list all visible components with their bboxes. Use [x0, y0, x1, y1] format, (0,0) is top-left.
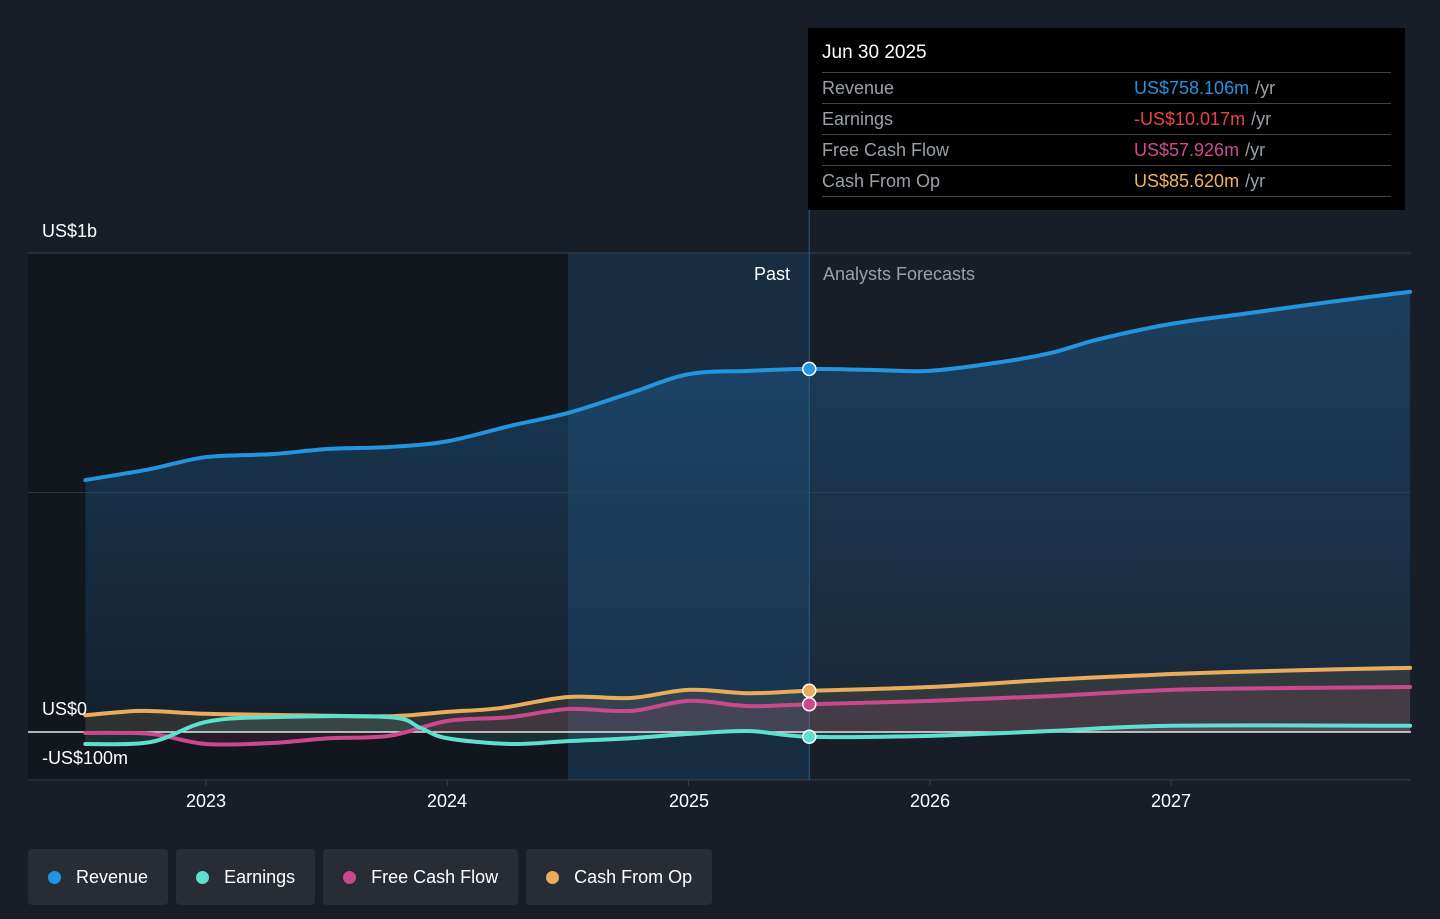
x-tick-label: 2023 [185, 791, 227, 811]
marker-cash-from-op [802, 683, 817, 699]
tooltip-label: Cash From Op [822, 170, 941, 191]
series-line-earnings [83, 714, 1413, 747]
forecast-label: Analysts Forecasts [823, 264, 976, 284]
legend-item-cash-from-op[interactable]: Cash From Op [526, 849, 713, 905]
tooltip-date: Jun 30 2025 [822, 42, 1391, 73]
x-tick-label: 2024 [426, 791, 468, 811]
tooltip-unit: /yr [1245, 170, 1266, 191]
tooltip: Jun 30 2025 Revenue US$758.106m /yr Earn… [808, 28, 1405, 210]
legend-dot-icon [48, 870, 61, 884]
legend-item-free-cash-flow[interactable]: Free Cash Flow [323, 849, 519, 905]
tooltip-row-earnings: Earnings -US$10.017m /yr [822, 104, 1391, 135]
legend-dot-icon [196, 870, 210, 884]
series-area-earnings [85, 716, 1411, 745]
tooltip-value: US$85.620m [1134, 170, 1240, 191]
tooltip-unit: /yr [1255, 77, 1276, 98]
y-tick-label: US$0 [42, 699, 88, 719]
x-tick-label: 2027 [1150, 791, 1192, 811]
tooltip-label: Earnings [822, 108, 894, 129]
tooltip-label: Revenue [822, 77, 895, 98]
marker-earnings [802, 729, 817, 745]
legend-dot-icon [343, 870, 357, 884]
tooltip-unit: /yr [1245, 139, 1266, 160]
legend-label: Free Cash Flow [371, 866, 499, 887]
tooltip-row-cash-from-op: Cash From Op US$85.620m /yr [822, 166, 1391, 197]
marker-free-cash-flow [802, 696, 817, 712]
legend-label: Earnings [224, 866, 296, 887]
y-tick-label: -US$100m [42, 748, 129, 768]
legend-item-earnings[interactable]: Earnings [176, 849, 316, 905]
legend-dot-icon [546, 870, 560, 884]
tooltip-row-free-cash-flow: Free Cash Flow US$57.926m /yr [822, 135, 1391, 166]
tooltip-row-revenue: Revenue US$758.106m /yr [822, 73, 1391, 104]
series-line-free-cash-flow [83, 684, 1413, 747]
legend: Revenue Earnings Free Cash Flow Cash Fro… [28, 849, 713, 905]
legend-label: Cash From Op [574, 866, 693, 887]
x-tick-label: 2026 [909, 791, 951, 811]
y-tick-label: US$1b [42, 221, 98, 241]
legend-item-revenue[interactable]: Revenue [28, 849, 169, 905]
x-tick-label: 2025 [668, 791, 710, 811]
tooltip-label: Free Cash Flow [822, 139, 950, 160]
tooltip-value: US$57.926m [1134, 139, 1240, 160]
past-label: Past [754, 264, 791, 284]
tooltip-unit: /yr [1251, 108, 1272, 129]
tooltip-value: -US$10.017m [1134, 108, 1246, 129]
series-line-revenue [83, 289, 1413, 483]
marker-revenue [802, 361, 817, 377]
legend-label: Revenue [76, 866, 149, 887]
tooltip-value: US$758.106m [1134, 77, 1250, 98]
series-area-revenue [85, 291, 1411, 732]
